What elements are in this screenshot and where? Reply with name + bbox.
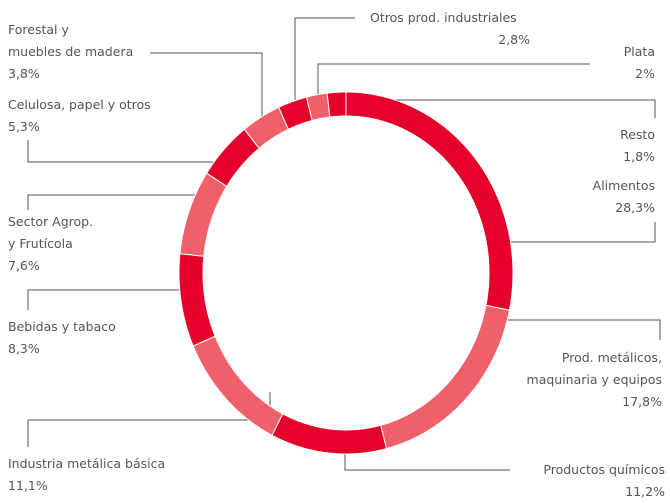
value-label: 11,1%	[8, 478, 48, 493]
leader-line	[150, 52, 263, 118]
donut-segment	[178, 253, 216, 347]
category-label: Productos químicos	[543, 462, 665, 477]
value-label: 28,3%	[615, 200, 655, 215]
value-label: 7,6%	[8, 258, 40, 273]
category-label: Plata	[623, 44, 655, 59]
leader-line	[27, 140, 222, 163]
leader-line	[27, 289, 196, 310]
category-label: Sector Agrop. y Frutícola	[8, 214, 94, 251]
donut-segment	[326, 91, 347, 118]
donut-segment	[179, 172, 228, 257]
leader-line	[488, 319, 661, 340]
category-label: Prod. metálicos, maquinaria y equipos	[526, 350, 662, 387]
category-label: Celulosa, papel y otros	[8, 97, 151, 112]
leader-line	[294, 17, 355, 100]
value-label: 11,2%	[625, 484, 665, 499]
value-label: 2%	[635, 66, 655, 81]
donut-segment	[345, 91, 514, 311]
value-label: 17,8%	[622, 394, 662, 409]
leader-line	[500, 222, 656, 243]
leader-lines	[27, 17, 661, 471]
category-label: Alimentos	[592, 178, 655, 193]
donut-segment	[380, 304, 511, 450]
value-label: 5,3%	[8, 119, 40, 134]
leader-line	[336, 99, 656, 118]
donut-segment	[271, 413, 388, 455]
leader-line	[27, 194, 196, 210]
category-label: Industria metálica básica	[8, 456, 166, 471]
value-label: 8,3%	[8, 341, 40, 356]
value-label: 2,8%	[498, 32, 530, 47]
leader-line	[317, 63, 590, 98]
category-label: Forestal y muebles de madera	[8, 22, 134, 59]
value-label: 1,8%	[623, 149, 655, 164]
category-label: Otros prod. industriales	[370, 10, 517, 25]
category-label: Resto	[620, 127, 655, 142]
value-label: 3,8%	[8, 66, 40, 81]
category-label: Bebidas y tabaco	[8, 319, 116, 334]
